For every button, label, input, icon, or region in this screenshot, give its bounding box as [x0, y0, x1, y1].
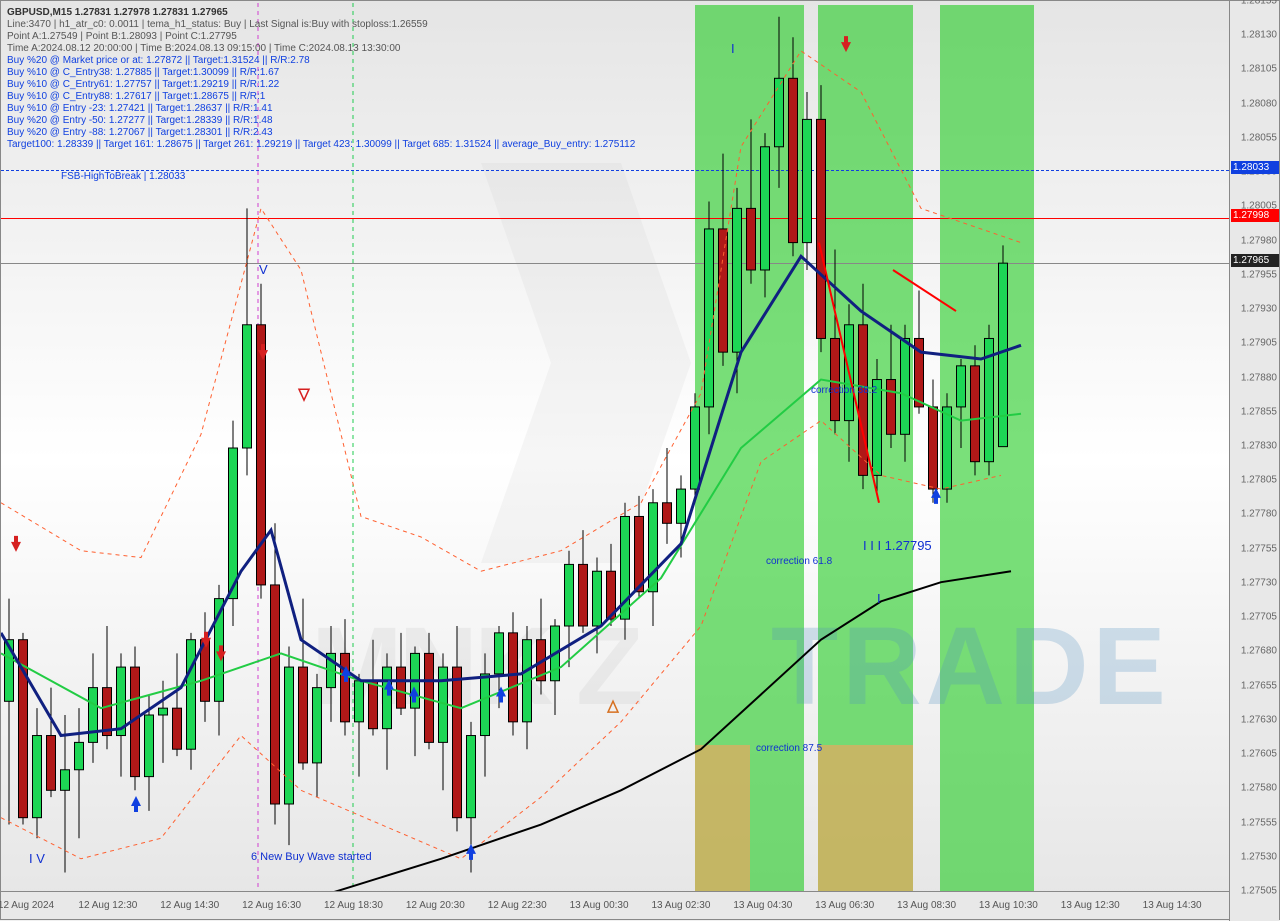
chart-annotation: correction 38.2: [811, 385, 877, 396]
x-tick-label: 12 Aug 22:30: [488, 900, 547, 911]
y-tick-label: 1.27655: [1241, 680, 1277, 691]
info-line: Buy %10 @ C_Entry88: 1.27617 || Target:1…: [7, 91, 265, 102]
x-tick-label: 12 Aug 20:30: [406, 900, 465, 911]
info-line: Buy %20 @ Market price or at: 1.27872 ||…: [7, 55, 310, 66]
info-line: Target100: 1.28339 || Target 161: 1.2867…: [7, 139, 635, 150]
y-tick-label: 1.27555: [1241, 817, 1277, 828]
y-tick-label: 1.27855: [1241, 406, 1277, 417]
y-tick-label: 1.28080: [1241, 98, 1277, 109]
y-tick-label: 1.28155: [1241, 0, 1277, 7]
y-tick-label: 1.27955: [1241, 269, 1277, 280]
x-tick-label: 13 Aug 12:30: [1061, 900, 1120, 911]
y-tick-label: 1.27805: [1241, 475, 1277, 486]
info-line: Time A:2024.08.12 20:00:00 | Time B:2024…: [7, 43, 400, 54]
x-tick-label: 12 Aug 18:30: [324, 900, 383, 911]
y-axis: 1.28155 1.28130 1.28105 1.28080 1.28055 1.280…: [1229, 1, 1279, 921]
y-tick-label: 1.28105: [1241, 64, 1277, 75]
x-tick-label: 12 Aug 14:30: [160, 900, 219, 911]
y-tick-label: 1.28055: [1241, 132, 1277, 143]
x-tick-label: 13 Aug 02:30: [651, 900, 710, 911]
y-tick-label: 1.27505: [1241, 886, 1277, 897]
chart-annotation: correction 61.8: [766, 556, 832, 567]
x-tick-label: 13 Aug 00:30: [570, 900, 629, 911]
y-tick-label: 1.27530: [1241, 851, 1277, 862]
info-line: Buy %10 @ C_Entry38: 1.27885 || Target:1…: [7, 67, 279, 78]
x-tick-label: 12 Aug 16:30: [242, 900, 301, 911]
y-tick-label: 1.27930: [1241, 304, 1277, 315]
x-tick-label: 13 Aug 10:30: [979, 900, 1038, 911]
x-tick-label: 13 Aug 08:30: [897, 900, 956, 911]
y-tick-label: 1.27730: [1241, 577, 1277, 588]
chart-annotation: I: [877, 591, 881, 606]
y-tick-label: 1.27630: [1241, 714, 1277, 725]
x-tick-label: 12 Aug 2024: [0, 900, 54, 911]
info-line: Buy %20 @ Entry -88: 1.27067 || Target:1…: [7, 127, 273, 138]
y-tick-label: 1.27705: [1241, 612, 1277, 623]
chart-annotation: V: [259, 262, 268, 277]
chart-annotation: I I I 1.27795: [863, 538, 932, 553]
info-line: Line:3470 | h1_atr_c0: 0.0011 | tema_h1_…: [7, 19, 428, 30]
x-tick-label: 13 Aug 14:30: [1143, 900, 1202, 911]
chart-annotation: correction 87.5: [756, 743, 822, 754]
chart-annotation: I V: [29, 851, 45, 866]
info-line: Buy %10 @ Entry -23: 1.27421 || Target:1…: [7, 103, 273, 114]
x-tick-label: 13 Aug 06:30: [815, 900, 874, 911]
y-tick-label: 1.27755: [1241, 543, 1277, 554]
y-tick-label: 1.27780: [1241, 509, 1277, 520]
price-marker: 1.28033: [1231, 161, 1279, 174]
info-line: Point A:1.27549 | Point B:1.28093 | Poin…: [7, 31, 237, 42]
x-axis: 12 Aug 2024 12 Aug 12:30 12 Aug 14:30 12 Au…: [1, 891, 1229, 919]
y-tick-label: 1.28130: [1241, 30, 1277, 41]
y-tick-label: 1.27580: [1241, 783, 1277, 794]
info-line: Buy %20 @ Entry -50: 1.27277 || Target:1…: [7, 115, 273, 126]
price-marker: 1.27965: [1231, 254, 1279, 267]
y-tick-label: 1.27980: [1241, 235, 1277, 246]
x-tick-label: 12 Aug 12:30: [78, 900, 137, 911]
chart-area[interactable]: MNK Z TRADE FSB-HighToBreak | 1.28033cor…: [1, 3, 1229, 893]
chart-annotation: I: [731, 41, 735, 56]
y-tick-label: 1.27880: [1241, 372, 1277, 383]
chart-annotation: FSB-HighToBreak | 1.28033: [61, 171, 185, 182]
info-line: GBPUSD,M15 1.27831 1.27978 1.27831 1.279…: [7, 7, 228, 18]
y-tick-label: 1.27680: [1241, 646, 1277, 657]
chart-container: MNK Z TRADE FSB-HighToBreak | 1.28033cor…: [0, 0, 1280, 920]
y-tick-label: 1.27605: [1241, 749, 1277, 760]
x-tick-label: 13 Aug 04:30: [733, 900, 792, 911]
y-tick-label: 1.27830: [1241, 441, 1277, 452]
price-marker: 1.27998: [1231, 209, 1279, 222]
info-line: Buy %10 @ C_Entry61: 1.27757 || Target:1…: [7, 79, 279, 90]
y-tick-label: 1.27905: [1241, 338, 1277, 349]
chart-annotation: 6 New Buy Wave started: [251, 851, 372, 863]
